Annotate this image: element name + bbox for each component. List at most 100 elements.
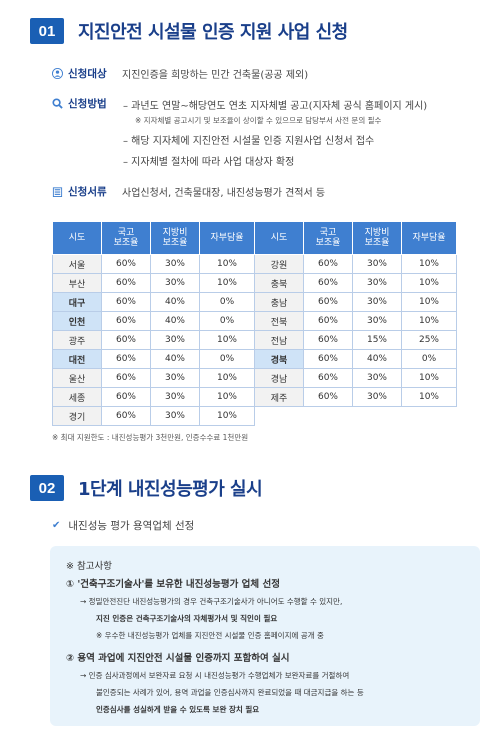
box-point2-line2: 불인증되는 사례가 있어, 용역 과업을 인증심사까지 완료되었을 때 대금지급… — [96, 688, 364, 697]
local-rate-cell: 30% — [352, 387, 402, 407]
header-local-rate: 지방비 보조율 — [150, 221, 200, 255]
docs-row: 신청서류 사업신청서, 건축물대장, 내진성능평가 견적서 등 — [52, 184, 325, 199]
region-cell: 광주 — [52, 330, 102, 350]
region-cell: 경북 — [254, 349, 304, 369]
header-national-rate: 국고 보조율 — [303, 221, 353, 255]
self-rate-cell: 10% — [401, 273, 457, 293]
region-cell: 전남 — [254, 330, 304, 350]
empty-cell — [401, 406, 457, 426]
national-rate-cell: 60% — [101, 368, 151, 388]
method-list: – 과년도 연말~해당연도 연초 지자체별 공고(지자체 공식 홈페이지 게시)… — [123, 97, 427, 174]
national-rate-cell: 60% — [101, 330, 151, 350]
local-rate-cell: 30% — [352, 311, 402, 331]
section1-header: 01 지진안전 시설물 인증 지원 사업 신청 — [30, 18, 348, 44]
check-icon: ✔ — [52, 520, 61, 531]
national-rate-cell: 60% — [101, 273, 151, 293]
table-row: 광주 60% 30% 10% 전남 60% 15% 25% — [52, 330, 457, 350]
local-rate-cell: 30% — [150, 273, 200, 293]
national-rate-cell: 60% — [303, 368, 353, 388]
local-rate-cell: 30% — [150, 330, 200, 350]
national-rate-cell: 60% — [303, 311, 353, 331]
method-label-text: 신청방법 — [68, 98, 107, 110]
box-heading: ※ 참고사항 — [66, 561, 112, 572]
table-row: 울산 60% 30% 10% 경남 60% 30% 10% — [52, 368, 457, 388]
national-rate-cell: 60% — [303, 273, 353, 293]
region-cell: 서울 — [52, 254, 102, 274]
self-rate-cell: 10% — [199, 406, 255, 426]
self-rate-cell: 10% — [401, 311, 457, 331]
check-item: ✔ 내진성능 평가 용역업체 선정 — [52, 518, 194, 533]
table-row: 경기 60% 30% 10% — [52, 406, 457, 426]
method-item: – 과년도 연말~해당연도 연초 지자체별 공고(지자체 공식 홈페이지 게시) — [123, 101, 428, 112]
national-rate-cell: 60% — [101, 349, 151, 369]
table-note: ※ 최대 지원한도 : 내진성능평가 3천만원, 인증수수료 1천만원 — [52, 433, 249, 442]
local-rate-cell: 30% — [352, 254, 402, 274]
self-rate-cell: 0% — [401, 349, 457, 369]
region-cell: 충남 — [254, 292, 304, 312]
region-cell: 대전 — [52, 349, 102, 369]
header-self-rate: 자부담율 — [401, 221, 457, 255]
national-rate-cell: 60% — [303, 254, 353, 274]
table-row: 세종 60% 30% 10% 제주 60% 30% 10% — [52, 387, 457, 407]
region-cell: 강원 — [254, 254, 304, 274]
table-row: 대전 60% 40% 0% 경북 60% 40% 0% — [52, 349, 457, 369]
national-rate-cell: 60% — [303, 349, 353, 369]
empty-cell — [352, 406, 402, 426]
region-cell: 울산 — [52, 368, 102, 388]
self-rate-cell: 10% — [199, 254, 255, 274]
national-rate-cell: 60% — [303, 330, 353, 350]
local-rate-cell: 30% — [352, 368, 402, 388]
local-rate-cell: 40% — [150, 349, 200, 369]
header-region: 시도 — [52, 221, 102, 255]
header-national-rate: 국고 보조율 — [101, 221, 151, 255]
header-self-rate: 자부담율 — [199, 221, 255, 255]
method-item: – 해당 지자체에 지진안전 시설물 인증 지원사업 신청서 접수 — [123, 136, 375, 147]
region-cell: 경남 — [254, 368, 304, 388]
self-rate-cell: 10% — [199, 330, 255, 350]
search-icon — [52, 98, 63, 109]
subsidy-rate-table: 시도 국고 보조율 지방비 보조율 자부담율 시도 국고 보조율 지방비 보조율 자부담… — [52, 221, 457, 426]
header-region: 시도 — [254, 221, 304, 255]
region-cell: 부산 — [52, 273, 102, 293]
region-cell: 충북 — [254, 273, 304, 293]
table-row: 인천 60% 40% 0% 전북 60% 30% 10% — [52, 311, 457, 331]
section-number: 02 — [30, 475, 64, 501]
national-rate-cell: 60% — [101, 292, 151, 312]
method-item: – 지자체별 절차에 따라 사업 대상자 확정 — [123, 157, 295, 168]
method-note: ※ 지자체별 공고시기 및 보조율이 상이할 수 있으므로 담당부서 사전 문의… — [135, 116, 382, 125]
box-point2-title: ② 용역 과업에 지진안전 시설물 인증까지 포함하여 실시 — [66, 653, 290, 664]
reference-box: ※ 참고사항 ① '건축구조기술사'를 보유한 내진성능평가 업체 선정 → 정… — [50, 546, 480, 726]
self-rate-cell: 10% — [401, 387, 457, 407]
local-rate-cell: 30% — [150, 254, 200, 274]
self-rate-cell: 0% — [199, 349, 255, 369]
local-rate-cell: 30% — [150, 368, 200, 388]
local-rate-cell: 30% — [150, 406, 200, 426]
target-label: 신청대상 — [52, 66, 122, 81]
box-point1-line2: 지진 인증은 건축구조기술사의 자체평가서 및 직인이 필요 — [96, 614, 278, 623]
target-value: 지진인증을 희망하는 민간 건축물(공공 제외) — [122, 70, 309, 81]
docs-label-text: 신청서류 — [68, 186, 107, 198]
person-icon — [52, 68, 63, 79]
box-point2-line3: 인증심사를 성실하게 받을 수 있도록 보완 장치 필요 — [96, 705, 260, 714]
self-rate-cell: 10% — [199, 387, 255, 407]
box-point1-title: ① '건축구조기술사'를 보유한 내진성능평가 업체 선정 — [66, 579, 280, 590]
target-row: 신청대상 지진인증을 희망하는 민간 건축물(공공 제외) — [52, 66, 308, 81]
empty-cell — [254, 406, 304, 426]
local-rate-cell: 30% — [352, 273, 402, 293]
national-rate-cell: 60% — [303, 292, 353, 312]
region-cell: 세종 — [52, 387, 102, 407]
region-cell: 전북 — [254, 311, 304, 331]
self-rate-cell: 10% — [199, 273, 255, 293]
docs-value: 사업신청서, 건축물대장, 내진성능평가 견적서 등 — [122, 188, 326, 199]
method-row: 신청방법 — [52, 96, 122, 111]
self-rate-cell: 0% — [199, 311, 255, 331]
box-point1-note: ※ 우수한 내진성능평가 업체를 지진안전 시설물 인증 홈페이지에 공개 중 — [96, 631, 324, 640]
national-rate-cell: 60% — [303, 387, 353, 407]
header-local-rate: 지방비 보조율 — [352, 221, 402, 255]
national-rate-cell: 60% — [101, 311, 151, 331]
table-row: 부산 60% 30% 10% 충북 60% 30% 10% — [52, 273, 457, 293]
local-rate-cell: 40% — [150, 292, 200, 312]
section-title: 1단계 내진성능평가 실시 — [78, 479, 263, 500]
region-cell: 인천 — [52, 311, 102, 331]
table-row: 서울 60% 30% 10% 강원 60% 30% 10% — [52, 254, 457, 274]
